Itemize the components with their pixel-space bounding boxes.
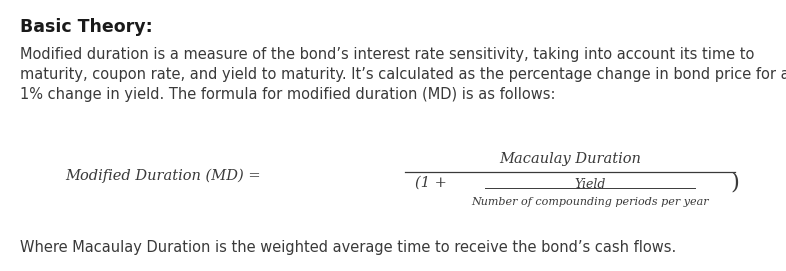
Text: 1% change in yield. The formula for modified duration (MD) is as follows:: 1% change in yield. The formula for modi… xyxy=(20,87,556,102)
Text: Macaulay Duration: Macaulay Duration xyxy=(499,152,641,166)
Text: Number of compounding periods per year: Number of compounding periods per year xyxy=(471,197,709,207)
Text: Modified duration is a measure of the bond’s interest rate sensitivity, taking i: Modified duration is a measure of the bo… xyxy=(20,47,755,62)
Text: Yield: Yield xyxy=(575,178,606,191)
Text: (1 +: (1 + xyxy=(415,176,447,190)
Text: Modified Duration (MD) =: Modified Duration (MD) = xyxy=(65,169,261,183)
Text: ): ) xyxy=(730,172,739,194)
Text: maturity, coupon rate, and yield to maturity. It’s calculated as the percentage : maturity, coupon rate, and yield to matu… xyxy=(20,67,786,82)
Text: Where Macaulay Duration is the weighted average time to receive the bond’s cash : Where Macaulay Duration is the weighted … xyxy=(20,240,676,255)
Text: Basic Theory:: Basic Theory: xyxy=(20,18,152,36)
